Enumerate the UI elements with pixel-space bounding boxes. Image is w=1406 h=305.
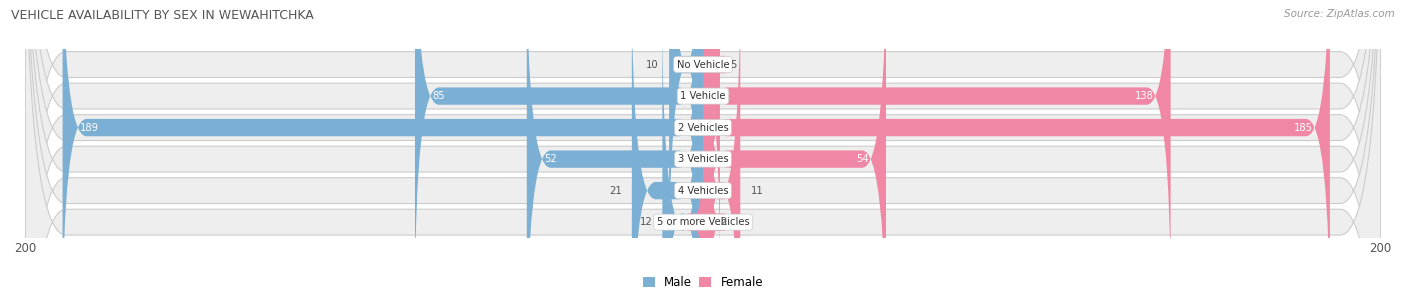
FancyBboxPatch shape	[703, 0, 1330, 305]
FancyBboxPatch shape	[25, 0, 1381, 305]
Text: No Vehicle: No Vehicle	[676, 59, 730, 70]
Text: 3 Vehicles: 3 Vehicles	[678, 154, 728, 164]
Text: 54: 54	[856, 154, 869, 164]
Text: 185: 185	[1294, 123, 1313, 133]
Text: 2: 2	[720, 217, 727, 227]
Legend: Male, Female: Male, Female	[643, 276, 763, 289]
Text: 21: 21	[609, 186, 621, 196]
Text: 1 Vehicle: 1 Vehicle	[681, 91, 725, 101]
Text: 5: 5	[730, 59, 737, 70]
Text: 85: 85	[432, 91, 444, 101]
FancyBboxPatch shape	[686, 10, 727, 305]
Text: 10: 10	[647, 59, 659, 70]
Text: 12: 12	[640, 217, 652, 227]
FancyBboxPatch shape	[25, 0, 1381, 305]
FancyBboxPatch shape	[662, 10, 703, 305]
FancyBboxPatch shape	[25, 0, 1381, 305]
Text: Source: ZipAtlas.com: Source: ZipAtlas.com	[1284, 9, 1395, 19]
FancyBboxPatch shape	[703, 0, 741, 305]
FancyBboxPatch shape	[25, 0, 1381, 305]
FancyBboxPatch shape	[631, 0, 703, 305]
Text: 189: 189	[80, 123, 98, 133]
FancyBboxPatch shape	[669, 0, 703, 277]
Text: 5 or more Vehicles: 5 or more Vehicles	[657, 217, 749, 227]
FancyBboxPatch shape	[63, 0, 703, 305]
FancyBboxPatch shape	[696, 0, 727, 277]
FancyBboxPatch shape	[25, 0, 1381, 305]
Text: 4 Vehicles: 4 Vehicles	[678, 186, 728, 196]
Text: 2 Vehicles: 2 Vehicles	[678, 123, 728, 133]
Text: 11: 11	[751, 186, 763, 196]
Text: 138: 138	[1135, 91, 1154, 101]
Text: VEHICLE AVAILABILITY BY SEX IN WEWAHITCHKA: VEHICLE AVAILABILITY BY SEX IN WEWAHITCH…	[11, 9, 314, 22]
Text: 52: 52	[544, 154, 557, 164]
FancyBboxPatch shape	[527, 0, 703, 305]
FancyBboxPatch shape	[703, 0, 886, 305]
FancyBboxPatch shape	[25, 0, 1381, 305]
FancyBboxPatch shape	[415, 0, 703, 305]
FancyBboxPatch shape	[703, 0, 1171, 305]
